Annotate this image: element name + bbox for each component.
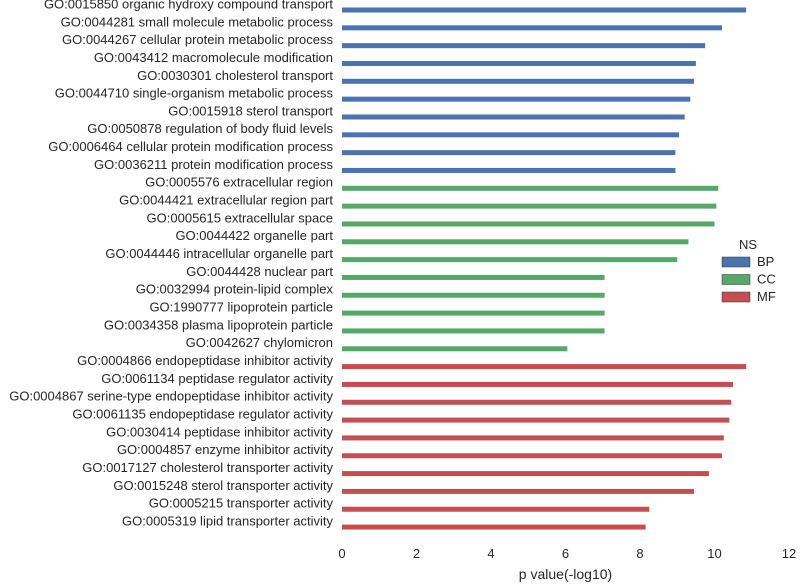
- bar-cc-11: [342, 185, 719, 191]
- y-tick-label: GO:0044421 extracellular region part: [119, 193, 333, 208]
- bar-cc-17: [342, 292, 605, 298]
- bar-cc-12: [342, 203, 717, 209]
- bar-mf-30: [342, 524, 646, 530]
- bar-mf-25: [342, 435, 724, 441]
- x-tick-label: 0: [338, 546, 345, 561]
- y-tick-label: GO:0050878 regulation of body fluid leve…: [87, 121, 333, 136]
- y-tick-label: GO:0015248 sterol transporter activity: [113, 478, 333, 493]
- y-tick-label: GO:0004866 endopeptidase inhibitor activ…: [77, 353, 333, 368]
- bar-cc-18: [342, 310, 605, 316]
- legend-swatch-cc: [721, 274, 751, 285]
- y-tick-label: GO:0044446 intracellular organelle part: [105, 246, 333, 261]
- bar-mf-24: [342, 417, 730, 423]
- x-tick-label: 6: [562, 546, 569, 561]
- bar-mf-22: [342, 381, 734, 387]
- y-tick-label: GO:0042627 chylomicron: [186, 335, 333, 350]
- y-tick-labels: GO:0015850 organic hydroxy compound tran…: [9, 0, 333, 529]
- x-tick-label: 4: [487, 546, 494, 561]
- bar-bp-5: [342, 78, 695, 84]
- y-tick-label: GO:1990777 lipoprotein particle: [149, 300, 333, 315]
- y-tick-label: GO:0005319 lipid transporter activity: [122, 514, 333, 529]
- bar-bp-4: [342, 60, 696, 66]
- x-tick-label: 8: [636, 546, 643, 561]
- y-tick-label: GO:0044428 nuclear part: [186, 264, 333, 279]
- x-tick-label: 12: [782, 546, 796, 561]
- bar-mf-26: [342, 453, 722, 459]
- y-tick-label: GO:0005615 extracellular space: [147, 210, 333, 225]
- bar-cc-20: [342, 346, 568, 352]
- x-tick-label: 2: [413, 546, 420, 561]
- bar-mf-21: [342, 364, 747, 370]
- bar-cc-19: [342, 328, 605, 334]
- bar-bp-6: [342, 96, 691, 102]
- bar-cc-14: [342, 239, 689, 245]
- y-tick-label: GO:0044267 cellular protein metabolic pr…: [62, 32, 333, 47]
- bar-mf-27: [342, 471, 709, 477]
- bar-bp-7: [342, 114, 685, 120]
- bar-mf-29: [342, 506, 650, 512]
- y-tick-label: GO:0044710 single-organism metabolic pro…: [55, 86, 334, 101]
- y-tick-label: GO:0043412 macromolecule modification: [94, 50, 333, 65]
- bar-bp-10: [342, 167, 676, 173]
- legend-label-cc: CC: [757, 272, 776, 287]
- legend-swatch-mf: [721, 291, 751, 303]
- bar-bp-9: [342, 150, 676, 156]
- y-tick-label: GO:0032994 protein-lipid complex: [136, 282, 334, 297]
- y-tick-label: GO:0061135 endopeptidase regulator activ…: [72, 407, 333, 422]
- y-tick-label: GO:0004867 serine-type endopeptidase inh…: [9, 389, 333, 404]
- legend-swatch-bp: [721, 256, 751, 268]
- legend-label-bp: BP: [757, 254, 774, 269]
- legend: NS BP CC MF: [721, 237, 776, 304]
- y-tick-label: GO:0061134 peptidase regulator activity: [101, 371, 333, 386]
- y-tick-label: GO:0030301 cholesterol transport: [137, 68, 333, 83]
- y-tick-label: GO:0015918 sterol transport: [168, 103, 333, 118]
- bars-layer: [342, 7, 747, 530]
- y-tick-label: GO:0004857 enzyme inhibitor activity: [117, 442, 334, 457]
- bar-cc-13: [342, 221, 715, 227]
- bar-cc-16: [342, 274, 605, 280]
- x-tick-label: 10: [707, 546, 721, 561]
- bar-bp-2: [342, 25, 722, 31]
- bar-mf-23: [342, 399, 732, 405]
- y-tick-label: GO:0006464 cellular protein modification…: [48, 139, 333, 154]
- bar-mf-28: [342, 488, 695, 494]
- bar-bp-3: [342, 43, 706, 49]
- y-tick-label: GO:0015850 organic hydroxy compound tran…: [44, 0, 333, 11]
- y-tick-label: GO:0005576 extracellular region: [145, 175, 333, 190]
- legend-label-mf: MF: [757, 289, 776, 304]
- y-tick-label: GO:0044281 small molecule metabolic proc…: [61, 14, 334, 29]
- bar-bp-8: [342, 132, 680, 138]
- bar-cc-15: [342, 257, 678, 263]
- y-tick-label: GO:0036211 protein modification process: [94, 157, 333, 172]
- y-tick-label: GO:0030414 peptidase inhibitor activity: [106, 424, 333, 439]
- legend-title: NS: [739, 237, 757, 252]
- bar-bp-1: [342, 7, 747, 13]
- y-tick-label: GO:0044422 organelle part: [175, 228, 333, 243]
- y-tick-label: GO:0034358 plasma lipoprotein particle: [104, 317, 333, 332]
- y-tick-label: GO:0017127 cholesterol transporter activ…: [82, 460, 333, 475]
- x-axis-label: p value(-log10): [519, 566, 612, 582]
- x-tick-labels: 0 2 4 6 8 10 12: [338, 546, 796, 561]
- y-tick-label: GO:0005215 transporter activity: [149, 496, 334, 511]
